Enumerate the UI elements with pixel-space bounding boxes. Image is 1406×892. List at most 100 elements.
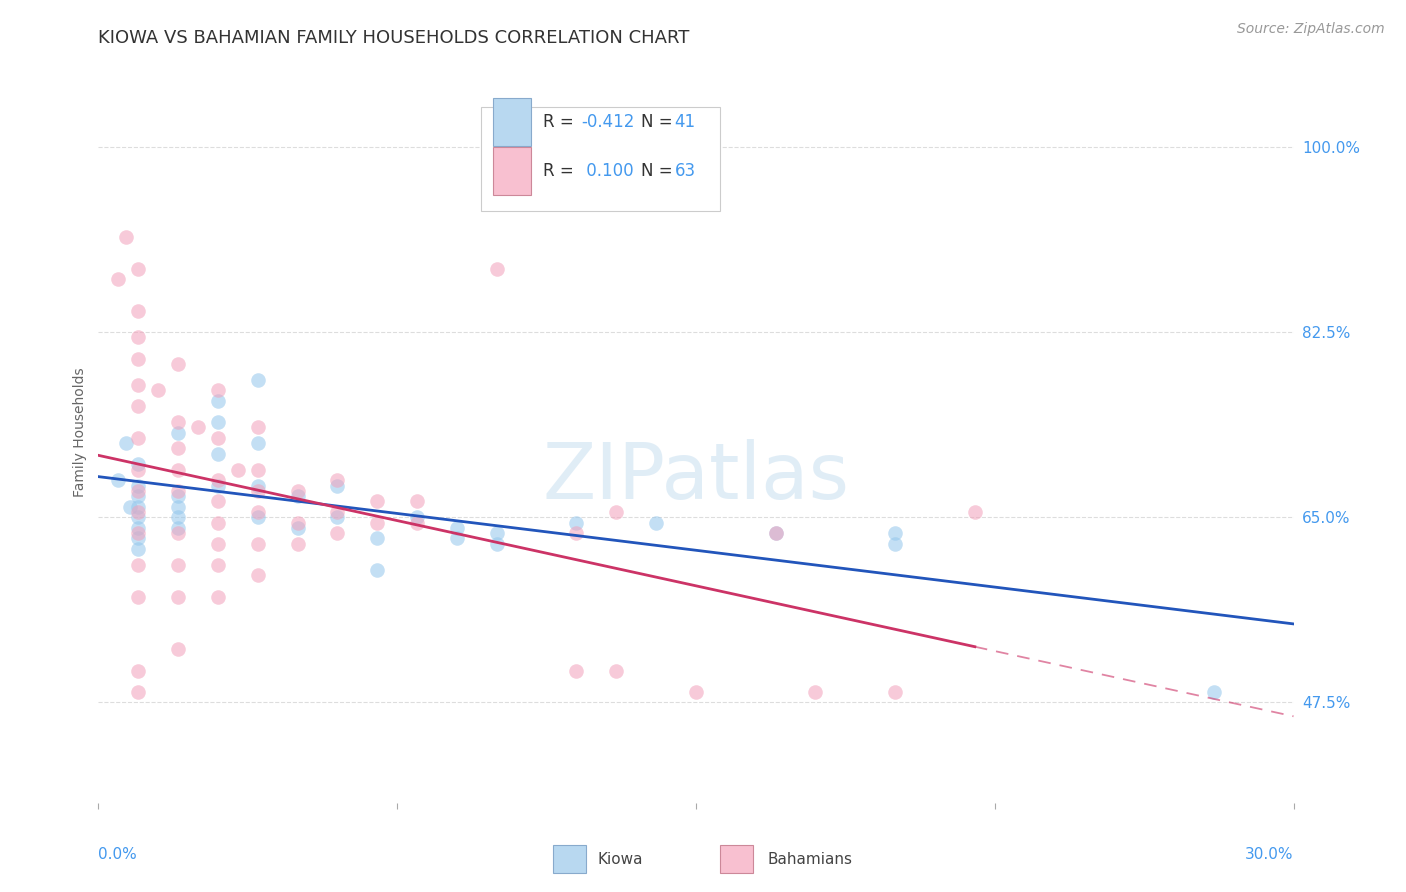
Text: ZIPatlas: ZIPatlas: [543, 439, 849, 515]
Point: [207, 558, 229, 572]
FancyBboxPatch shape: [494, 98, 531, 146]
Point: [884, 685, 907, 699]
Point: [167, 483, 190, 498]
Text: N =: N =: [641, 113, 678, 131]
Point: [485, 537, 508, 551]
Point: [226, 462, 249, 476]
Point: [127, 351, 149, 366]
Point: [1202, 685, 1225, 699]
Point: [127, 532, 149, 546]
Point: [120, 500, 142, 514]
Point: [963, 505, 986, 519]
Point: [167, 425, 190, 440]
Point: [127, 521, 149, 535]
Text: 41: 41: [675, 113, 696, 131]
Point: [127, 526, 149, 541]
Point: [207, 415, 229, 429]
Point: [565, 526, 588, 541]
Point: [207, 590, 229, 604]
Point: [326, 473, 349, 487]
Point: [115, 230, 138, 244]
Text: 0.0%: 0.0%: [98, 847, 138, 863]
Text: 30.0%: 30.0%: [1246, 847, 1294, 863]
Point: [207, 393, 229, 408]
Point: [167, 510, 190, 524]
Y-axis label: Family Households: Family Households: [73, 368, 87, 498]
Point: [127, 664, 149, 678]
Point: [287, 483, 309, 498]
Point: [884, 526, 907, 541]
Point: [804, 685, 827, 699]
Point: [246, 373, 269, 387]
Point: [167, 415, 190, 429]
FancyBboxPatch shape: [553, 845, 586, 873]
Point: [127, 399, 149, 413]
Point: [246, 462, 269, 476]
Point: [765, 526, 787, 541]
Point: [366, 532, 388, 546]
Point: [187, 420, 209, 434]
Point: [446, 532, 468, 546]
Point: [167, 526, 190, 541]
Point: [207, 537, 229, 551]
Point: [366, 494, 388, 508]
Point: [127, 458, 149, 472]
Text: Source: ZipAtlas.com: Source: ZipAtlas.com: [1237, 22, 1385, 37]
Text: R =: R =: [543, 162, 579, 180]
Point: [685, 685, 707, 699]
Point: [167, 357, 190, 371]
Point: [366, 563, 388, 577]
Point: [246, 483, 269, 498]
Point: [127, 483, 149, 498]
Point: [406, 510, 429, 524]
Point: [167, 489, 190, 503]
Point: [207, 478, 229, 492]
Text: Bahamians: Bahamians: [768, 852, 852, 866]
FancyBboxPatch shape: [481, 107, 720, 211]
Point: [884, 537, 907, 551]
Point: [446, 521, 468, 535]
Text: R =: R =: [543, 113, 579, 131]
Point: [287, 516, 309, 530]
Point: [326, 526, 349, 541]
Text: N =: N =: [641, 162, 678, 180]
Point: [565, 516, 588, 530]
Point: [167, 642, 190, 657]
Point: [287, 489, 309, 503]
Point: [207, 473, 229, 487]
Point: [246, 505, 269, 519]
Point: [115, 436, 138, 450]
Point: [406, 494, 429, 508]
Point: [406, 516, 429, 530]
Point: [127, 462, 149, 476]
Point: [246, 420, 269, 434]
Point: [605, 505, 627, 519]
Text: Kiowa: Kiowa: [598, 852, 644, 866]
Point: [765, 526, 787, 541]
Text: KIOWA VS BAHAMIAN FAMILY HOUSEHOLDS CORRELATION CHART: KIOWA VS BAHAMIAN FAMILY HOUSEHOLDS CORR…: [98, 29, 690, 47]
Point: [127, 541, 149, 556]
Point: [167, 442, 190, 456]
Point: [167, 521, 190, 535]
Point: [565, 664, 588, 678]
Point: [127, 685, 149, 699]
Point: [127, 590, 149, 604]
Point: [167, 558, 190, 572]
Text: 63: 63: [675, 162, 696, 180]
Point: [246, 510, 269, 524]
Point: [246, 537, 269, 551]
Point: [127, 378, 149, 392]
Point: [246, 436, 269, 450]
Point: [287, 537, 309, 551]
Point: [287, 521, 309, 535]
Point: [326, 505, 349, 519]
Point: [127, 510, 149, 524]
Text: 0.100: 0.100: [581, 162, 634, 180]
Point: [127, 478, 149, 492]
FancyBboxPatch shape: [720, 845, 754, 873]
Point: [366, 516, 388, 530]
Point: [605, 664, 627, 678]
Point: [207, 447, 229, 461]
Point: [167, 500, 190, 514]
Point: [326, 478, 349, 492]
